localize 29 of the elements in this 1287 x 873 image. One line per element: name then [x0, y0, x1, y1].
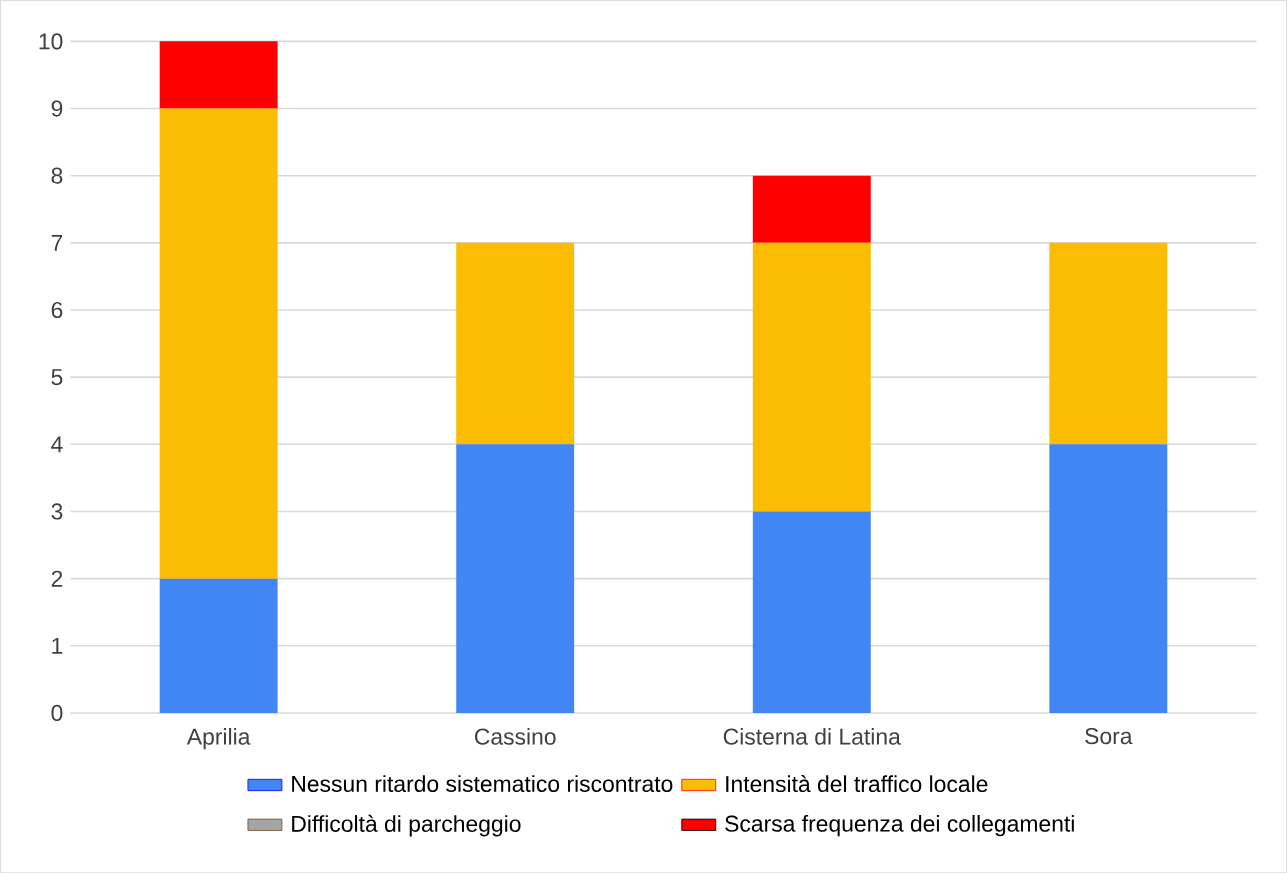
bar [159, 108, 278, 579]
bar [1049, 444, 1168, 713]
bar [752, 175, 871, 243]
y-tick-label: 4 [51, 436, 63, 453]
bar [752, 242, 871, 512]
legend-label: Scarsa frequenza dei collegamenti [725, 814, 1074, 837]
y-tick-label: 9 [51, 100, 63, 117]
bar [1049, 242, 1168, 445]
y-tick-label: 0 [51, 704, 63, 721]
y-tick-label: 8 [51, 167, 63, 184]
bar [456, 444, 575, 713]
x-tick-label: Cassino [475, 727, 556, 745]
bar [159, 578, 278, 713]
x-tick-label: Cisterna di Latina [723, 727, 901, 745]
x-tick-label: Aprilia [186, 727, 251, 750]
y-tick-label: 7 [51, 234, 63, 251]
y-tick-label: 1 [52, 637, 63, 654]
legend-label: Nessun ritardo sistematico riscontrato [292, 775, 673, 792]
y-tick-label: 6 [51, 301, 63, 318]
y-tick-label: 3 [51, 503, 63, 520]
legend-label: Difficoltà di parcheggio [292, 814, 521, 837]
y-tick-label: 5 [51, 369, 63, 386]
x-tick-label: Sora [1085, 727, 1133, 745]
bar [456, 242, 575, 445]
bar [159, 41, 278, 109]
y-tick-label: 10 [39, 33, 63, 50]
y-tick-label: 2 [51, 570, 63, 587]
legend-label: Intensità del traffico locale [726, 774, 988, 792]
bar [752, 511, 871, 713]
